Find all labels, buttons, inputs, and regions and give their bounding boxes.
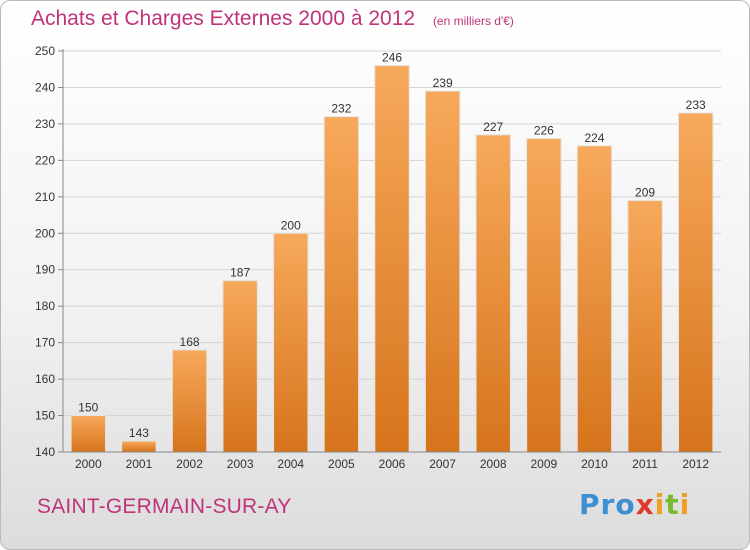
bar [70,415,107,453]
bar-value-label: 200 [281,218,301,232]
y-tick-label: 150 [35,409,55,423]
bar [424,90,461,453]
bar-value-label: 232 [331,102,351,116]
y-tick-label: 210 [35,190,55,204]
y-tick-label: 180 [35,299,55,313]
bar [374,65,410,453]
x-tick-label: 2008 [480,457,507,471]
x-tick-label: 2007 [429,457,456,471]
bar [526,137,562,453]
bar-value-label: 227 [483,120,503,134]
bar-value-label: 143 [129,426,149,440]
bar [171,349,208,453]
bar-value-label: 246 [382,51,402,65]
y-tick-label: 190 [35,263,55,277]
bar-value-label: 226 [534,123,554,137]
bar [273,232,309,453]
x-tick-label: 2006 [379,457,406,471]
proxiti-logo: Proxiti [579,488,690,521]
x-tick-label: 2010 [581,457,608,471]
x-tick-label: 2012 [682,457,709,471]
x-tick-label: 2009 [530,457,557,471]
y-tick-label: 240 [35,80,55,94]
logo-letter: t [665,488,680,521]
bar-value-label: 187 [230,266,250,280]
bar [323,116,360,453]
bar [121,440,157,453]
bar-value-label: 150 [78,401,98,415]
logo-letter: x [635,488,655,521]
y-tick-label: 230 [35,117,55,131]
bar [576,145,613,453]
chart-title-row: Achats et Charges Externes 2000 à 2012 (… [31,7,514,31]
y-tick-label: 160 [35,372,55,386]
bar-value-label: 239 [433,76,453,90]
x-tick-label: 2000 [75,457,102,471]
bar [677,112,714,453]
chart-title: Achats et Charges Externes 2000 à 2012 [31,7,416,30]
x-tick-label: 2005 [328,457,355,471]
logo-letter: P [579,488,601,521]
chart-unit: (en milliers d'€) [432,14,514,28]
y-tick-label: 170 [35,336,55,350]
x-tick-label: 2002 [176,457,203,471]
logo-letter: o [615,488,636,521]
x-tick-label: 2011 [632,457,658,471]
logo-letter: i [654,488,666,521]
y-tick-label: 200 [35,226,55,240]
commune-name: SAINT-GERMAIN-SUR-AY [37,495,292,518]
logo-letter: i [679,488,691,521]
bar-value-label: 233 [686,98,706,112]
bar [627,199,663,453]
y-tick-label: 140 [35,445,55,459]
bar [475,134,511,453]
y-tick-label: 220 [35,153,55,167]
x-tick-label: 2004 [277,457,304,471]
bar-value-label: 168 [180,335,200,349]
bar [222,280,258,453]
bar-value-label: 224 [584,131,604,145]
x-tick-label: 2001 [126,457,153,471]
logo-letter: r [600,488,616,521]
y-tick-label: 250 [35,44,55,58]
bar-value-label: 209 [635,185,655,199]
x-tick-label: 2003 [227,457,254,471]
